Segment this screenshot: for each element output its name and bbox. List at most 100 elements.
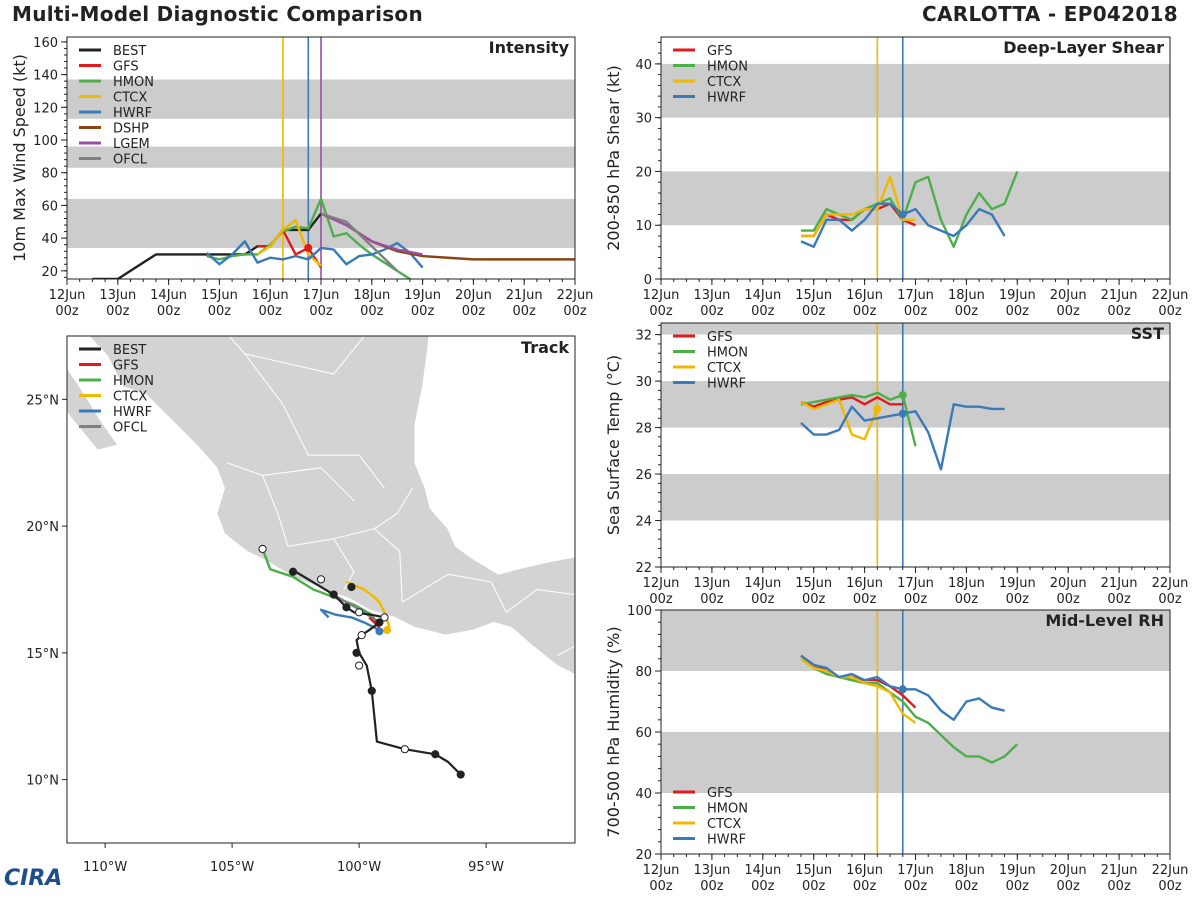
panel-title: Track — [521, 338, 569, 357]
x-tick-day: 19Jun — [999, 576, 1036, 591]
x-tick-hour: 00z — [259, 304, 283, 319]
plot-area — [661, 37, 1170, 279]
y-tick-label: 22 — [635, 561, 652, 576]
plot-area — [67, 37, 575, 279]
y-tick-label: 100 — [627, 604, 652, 619]
best-point-filled — [375, 618, 384, 627]
y-tick-label: 32 — [635, 329, 652, 344]
state-border — [228, 336, 284, 405]
y-tick-label: 120 — [33, 101, 58, 116]
lon-tick-label: 110°W — [83, 860, 127, 875]
best-point-filled — [431, 750, 440, 759]
legend-label-hmon: HMON — [113, 374, 154, 389]
x-tick-day: 12Jun — [643, 288, 680, 303]
panel-track: 110°W 105°W 100°W 95°W 10°N 15°N 20°N 25°N Track… — [26, 335, 576, 875]
legend-label-hwrf: HWRF — [113, 405, 152, 420]
track-marker-hwrf — [375, 627, 384, 636]
legend-label-ctcx: CTCX — [113, 91, 147, 106]
x-tick-hour: 00z — [802, 592, 826, 607]
land-baja — [67, 367, 119, 451]
x-tick-day: 22Jun — [1152, 863, 1189, 878]
x-tick-hour: 00z — [1057, 304, 1081, 319]
x-tick-day: 16Jun — [846, 576, 883, 591]
track-marker-ctcx — [383, 626, 392, 635]
legend-label-ofcl: OFCL — [113, 421, 148, 436]
x-tick-day: 19Jun — [404, 288, 441, 303]
marker-gfs — [304, 243, 313, 252]
x-tick-hour: 00z — [853, 304, 877, 319]
panel-sst: 22242628303212Jun00z13Jun00z14Jun00z15Ju… — [604, 322, 1188, 607]
x-tick-hour: 00z — [649, 879, 673, 894]
best-point-filled — [367, 686, 376, 696]
shade-band — [661, 63, 1170, 118]
x-tick-hour: 00z — [853, 592, 877, 607]
x-tick-day: 15Jun — [795, 863, 832, 878]
legend-label-hwrf: HWRF — [707, 377, 746, 392]
marker-hwrf — [898, 210, 907, 219]
state-border — [287, 538, 355, 590]
x-tick-hour: 00z — [700, 879, 724, 894]
legend-label-hwrf: HWRF — [707, 833, 746, 848]
x-tick-day: 18Jun — [353, 288, 390, 303]
x-tick-hour: 00z — [157, 304, 181, 319]
x-tick-hour: 00z — [751, 879, 775, 894]
x-tick-hour: 00z — [55, 304, 79, 319]
series-line-ofcl — [320, 212, 399, 272]
x-tick-hour: 00z — [751, 304, 775, 319]
y-tick-label: 28 — [635, 422, 652, 437]
x-tick-day: 18Jun — [948, 863, 985, 878]
best-point-filled — [288, 567, 298, 576]
x-tick-hour: 00z — [904, 304, 928, 319]
legend-label-gfs: GFS — [113, 60, 139, 75]
x-tick-day: 13Jun — [693, 288, 730, 303]
panel-intensity: 2040608010012014016012Jun00z13Jun00z14Ju… — [10, 36, 593, 319]
x-tick-day: 12Jun — [643, 576, 680, 591]
y-tick-label: 160 — [33, 36, 58, 51]
series-line-ctcx — [800, 657, 917, 724]
map-area — [67, 336, 575, 843]
x-tick-day: 16Jun — [252, 288, 289, 303]
x-tick-hour: 00z — [751, 592, 775, 607]
y-tick-label: 40 — [635, 787, 652, 802]
legend-label-gfs: GFS — [113, 359, 139, 374]
x-tick-day: 21Jun — [1101, 863, 1138, 878]
y-axis-label: 200-850 hPa Shear (kt) — [604, 65, 623, 251]
best-point-open — [355, 608, 364, 617]
cira-logo: CIRA — [4, 866, 63, 891]
shade-band — [661, 610, 1170, 671]
best-point-filled — [352, 648, 361, 657]
y-tick-label: 20 — [635, 848, 652, 863]
x-tick-day: 15Jun — [795, 576, 832, 591]
best-point-open — [380, 613, 389, 622]
x-tick-day: 21Jun — [506, 288, 543, 303]
y-tick-label: 80 — [41, 167, 58, 182]
legend-label-ctcx: CTCX — [707, 817, 741, 832]
lon-tick-label: 105°W — [210, 860, 254, 875]
x-tick-day: 16Jun — [846, 288, 883, 303]
state-border — [556, 645, 575, 656]
best-point-filled — [342, 603, 351, 612]
x-tick-day: 22Jun — [557, 288, 594, 303]
x-tick-day: 14Jun — [150, 288, 187, 303]
series-line-gfs — [800, 654, 917, 709]
x-tick-hour: 00z — [700, 304, 724, 319]
track-line-hmon — [261, 548, 381, 629]
legend-label-ctcx: CTCX — [707, 361, 741, 376]
x-tick-hour: 00z — [904, 592, 928, 607]
x-tick-hour: 00z — [309, 304, 333, 319]
y-tick-label: 100 — [33, 134, 58, 149]
panel-title: Deep-Layer Shear — [1003, 38, 1164, 57]
x-tick-hour: 00z — [1057, 592, 1081, 607]
marker-hmon — [898, 391, 907, 400]
x-tick-day: 19Jun — [999, 863, 1036, 878]
best-point-filled — [329, 590, 338, 599]
plot-area — [661, 610, 1170, 854]
lat-tick-label: 20°N — [26, 520, 59, 535]
state-border — [333, 528, 403, 603]
x-tick-day: 20Jun — [1050, 863, 1087, 878]
x-tick-hour: 00z — [853, 879, 877, 894]
y-tick-label: 60 — [41, 199, 58, 214]
x-tick-hour: 00z — [802, 304, 826, 319]
